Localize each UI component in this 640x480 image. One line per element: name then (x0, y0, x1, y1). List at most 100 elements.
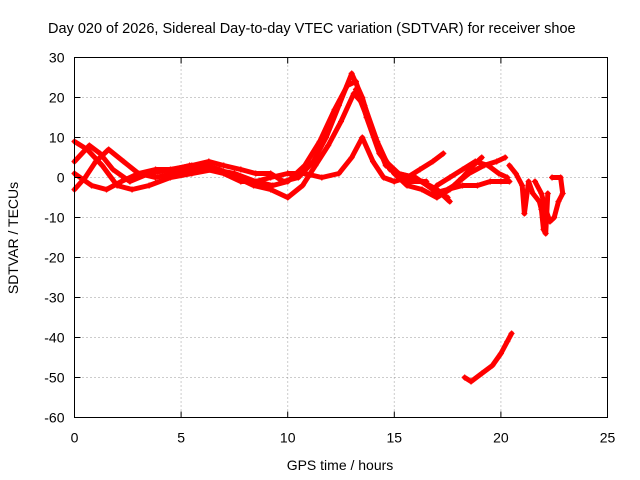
grid (74, 57, 608, 418)
data-series-track-8 (433, 158, 511, 189)
y-tick-label: 20 (49, 90, 65, 106)
data-point (284, 170, 291, 177)
data-point (557, 174, 564, 181)
y-tick-label: -40 (44, 330, 64, 346)
data-point (459, 182, 466, 189)
data-series-track-4 (71, 134, 447, 193)
data-point (203, 166, 210, 173)
data-point (252, 178, 259, 185)
data-point (299, 182, 306, 189)
data-point (529, 190, 536, 197)
data-point (461, 374, 468, 381)
data-point (525, 178, 532, 185)
data-point (549, 174, 556, 181)
data-point (312, 162, 319, 169)
data-point (323, 134, 330, 141)
data-point (391, 178, 398, 185)
data-point (267, 174, 274, 181)
data-point (540, 226, 547, 233)
y-tick-label: -50 (44, 370, 64, 386)
data-point (99, 162, 106, 169)
data-point (419, 186, 426, 193)
x-tick-label: 25 (600, 430, 616, 446)
data-point (446, 198, 453, 205)
data-point (118, 178, 125, 185)
x-tick-label: 15 (387, 430, 403, 446)
y-tick-label: -20 (44, 250, 64, 266)
data-point (237, 166, 244, 173)
data-point (502, 154, 509, 161)
data-point (429, 158, 436, 165)
x-tick-label: 10 (280, 430, 296, 446)
data-point (92, 158, 99, 165)
data-point (378, 150, 385, 157)
data-point (512, 170, 519, 177)
series-line (462, 331, 515, 384)
data-point (425, 182, 432, 189)
data-point (280, 178, 287, 185)
data-point (103, 186, 110, 193)
data-point (186, 162, 193, 169)
data-point (538, 206, 545, 213)
data-point (335, 170, 342, 177)
data-point (489, 362, 496, 369)
data-point (129, 186, 136, 193)
series-line (72, 135, 446, 192)
data-point (382, 158, 389, 165)
data-point (359, 134, 366, 141)
data-point (348, 70, 355, 77)
data-series-track-7 (429, 178, 513, 197)
data-point (109, 166, 116, 173)
data-point (325, 142, 332, 149)
data-point (497, 350, 504, 357)
data-series-track-11 (506, 162, 551, 237)
data-point (169, 166, 176, 173)
data-point (532, 178, 539, 185)
data-point (410, 174, 417, 181)
y-tick-label: 10 (49, 130, 65, 146)
data-point (551, 214, 558, 221)
data-point (205, 158, 212, 165)
data-point (152, 174, 159, 181)
data-point (88, 182, 95, 189)
data-point (542, 230, 549, 237)
data-point (519, 182, 526, 189)
data-point (429, 190, 436, 197)
data-point (536, 198, 543, 205)
y-tick-label: -30 (44, 290, 64, 306)
data-point (433, 182, 440, 189)
data-point (365, 118, 372, 125)
data-point (120, 158, 127, 165)
x-tick-label: 0 (71, 430, 79, 446)
y-tick-label: -60 (44, 410, 64, 426)
data-point (284, 194, 291, 201)
data-point (267, 186, 274, 193)
data-point (493, 158, 500, 165)
data-point (416, 166, 423, 173)
data-point (152, 166, 159, 173)
data-point (404, 182, 411, 189)
x-tick-label: 20 (493, 430, 509, 446)
data-point (338, 118, 344, 125)
data-point (478, 154, 485, 161)
data-point (86, 142, 93, 149)
data-point (252, 170, 259, 177)
data-point (474, 182, 481, 189)
data-point (495, 170, 502, 177)
data-point (146, 182, 153, 189)
data-point (465, 170, 472, 177)
data-point (508, 330, 515, 337)
data-point (220, 170, 227, 177)
data-point (506, 178, 513, 185)
data-point (318, 174, 325, 181)
data-point (105, 146, 112, 153)
data-point (444, 186, 451, 193)
y-tick-label: -10 (44, 210, 64, 226)
y-tick-label: 30 (49, 50, 65, 66)
data-point (220, 162, 227, 169)
data-point (521, 210, 528, 217)
data-point (468, 378, 475, 385)
data-point (269, 182, 276, 189)
data-point (544, 190, 551, 197)
data-point (335, 102, 342, 109)
